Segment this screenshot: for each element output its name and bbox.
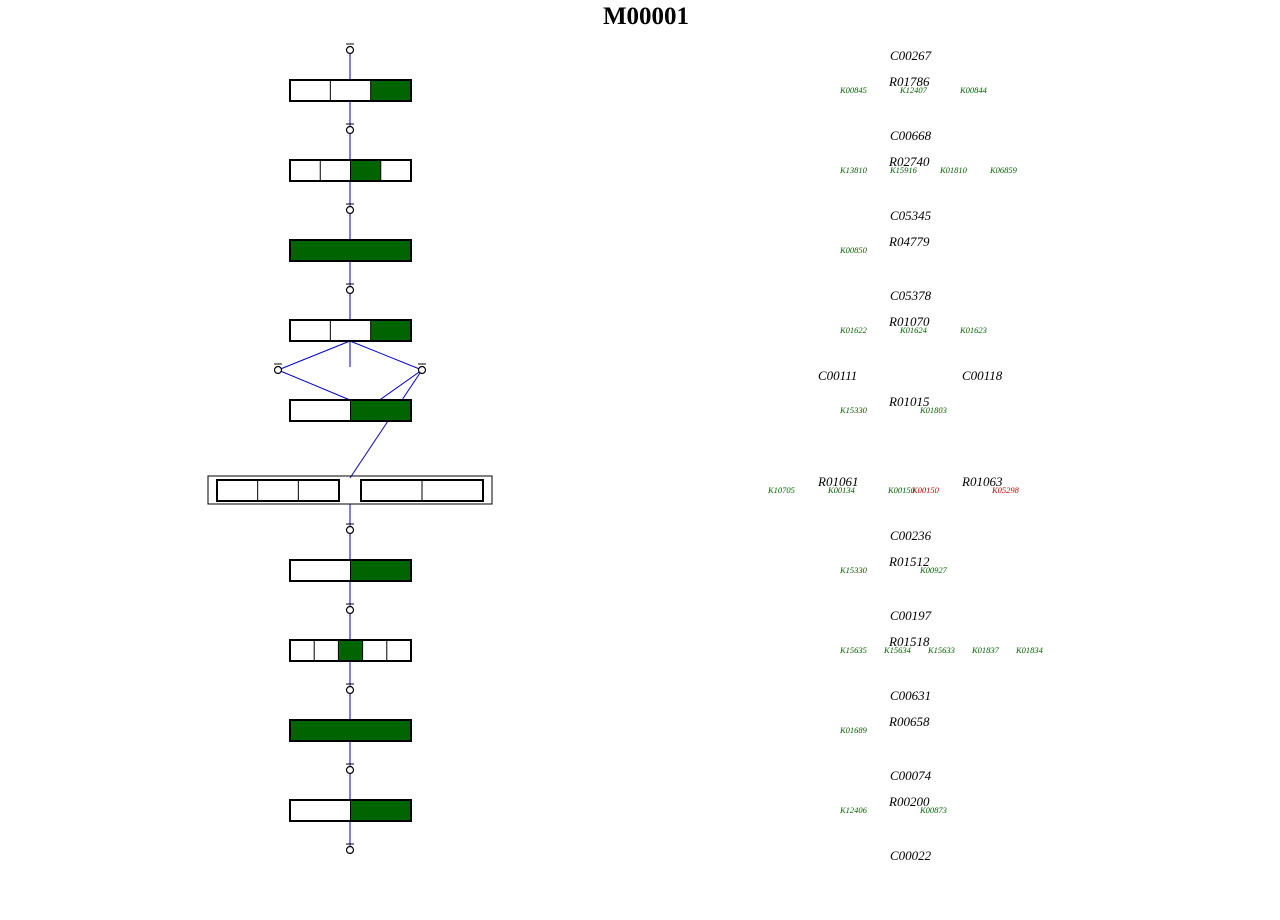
reaction-arrow <box>349 340 423 371</box>
compound-node <box>345 845 355 855</box>
ko-label: K01624 <box>899 325 928 335</box>
ko-label: K00845 <box>839 85 867 95</box>
compound-node <box>273 365 283 375</box>
reaction-arrow <box>277 340 351 371</box>
ko-label: K01689 <box>839 725 868 735</box>
step-box-border <box>360 479 484 502</box>
ko-label: K15635 <box>839 645 867 655</box>
step-box <box>216 479 340 502</box>
ko-label: K01623 <box>959 325 987 335</box>
reaction-labels: C00267 R01786 K00845 K12407 K00844 C00668 R027… <box>767 48 1044 863</box>
ko-label: K00150 <box>911 485 940 495</box>
compound-node <box>345 205 355 215</box>
compound-node <box>345 45 355 55</box>
compound-label: C00197 <box>890 608 932 623</box>
step-segment-present <box>338 640 363 661</box>
ko-label: K10705 <box>767 485 795 495</box>
step-box-border <box>216 479 340 502</box>
reaction-label: R01061 <box>817 474 858 489</box>
compound-node <box>345 605 355 615</box>
step-segment-present <box>370 320 411 341</box>
reaction-label: R00658 <box>888 714 930 729</box>
ko-label: K00844 <box>959 85 988 95</box>
ko-label: K01803 <box>919 405 947 415</box>
reaction-label: R01518 <box>888 634 930 649</box>
compound-label: C05345 <box>890 208 932 223</box>
step-box-border <box>289 239 412 262</box>
compound-label: C00267 <box>890 48 932 63</box>
compound-node <box>345 685 355 695</box>
reaction-label: R01512 <box>888 554 930 569</box>
ko-label: K12407 <box>899 85 928 95</box>
step-box-border <box>289 159 412 182</box>
compound-label: C00668 <box>890 128 932 143</box>
ko-label: K06859 <box>989 165 1018 175</box>
step-segment-present <box>350 160 381 181</box>
reaction-arrow <box>277 369 351 401</box>
step-boxes <box>207 79 493 822</box>
ko-label: K13810 <box>839 165 868 175</box>
ko-label: K00927 <box>919 565 948 575</box>
reaction-arrow <box>349 369 423 479</box>
compound-label: C00631 <box>890 688 931 703</box>
ko-label: K01622 <box>839 325 868 335</box>
step-box-border <box>289 79 412 102</box>
ko-label: K00150 <box>887 485 916 495</box>
ko-label: K15916 <box>889 165 918 175</box>
ko-label: K00873 <box>919 805 947 815</box>
ko-label: K01810 <box>939 165 968 175</box>
reaction-label: R01786 <box>888 74 930 89</box>
step-segment-present <box>370 80 411 101</box>
step-box-border <box>289 719 412 742</box>
ko-label: K15633 <box>927 645 955 655</box>
reaction-label: R01070 <box>888 314 930 329</box>
step-segment-present <box>290 720 411 741</box>
compound-node <box>345 765 355 775</box>
ko-label: K05298 <box>991 485 1020 495</box>
ko-label: K01837 <box>971 645 1000 655</box>
step-segment-present <box>350 560 411 581</box>
ko-label: K01834 <box>1015 645 1044 655</box>
ko-label: K00134 <box>827 485 856 495</box>
reaction-label: R01063 <box>961 474 1003 489</box>
compound-label: C00074 <box>890 768 932 783</box>
compound-label: C05378 <box>890 288 932 303</box>
reaction-label: R04779 <box>888 234 930 249</box>
complex-step-frame <box>207 475 493 505</box>
ko-label: K12406 <box>839 805 868 815</box>
reaction-label: R00200 <box>888 794 930 809</box>
compound-label: C00236 <box>890 528 932 543</box>
step-box-border <box>289 559 412 582</box>
module-title: M00001 <box>603 3 689 30</box>
step-segment-present <box>350 400 411 421</box>
compound-label: C00111 <box>818 368 857 383</box>
step-box-border <box>289 639 412 662</box>
compound-node <box>345 285 355 295</box>
compound-node <box>345 525 355 535</box>
step-box-border <box>289 799 412 822</box>
reaction-label: R02740 <box>888 154 930 169</box>
compound-label: C00118 <box>962 368 1003 383</box>
ko-label: K15330 <box>839 565 868 575</box>
reaction-edges <box>277 53 423 847</box>
step-segment-present <box>350 800 411 821</box>
step-segment-present <box>290 240 411 261</box>
ko-label: K15634 <box>883 645 912 655</box>
ko-label: K15330 <box>839 405 868 415</box>
compound-node <box>417 365 427 375</box>
compound-node <box>345 125 355 135</box>
compound-label: C00022 <box>890 848 932 863</box>
ko-label: K00850 <box>839 245 868 255</box>
step-box-border <box>289 399 412 422</box>
compound-nodes <box>273 43 427 855</box>
step-box-border <box>289 319 412 342</box>
reaction-label: R01015 <box>888 394 930 409</box>
